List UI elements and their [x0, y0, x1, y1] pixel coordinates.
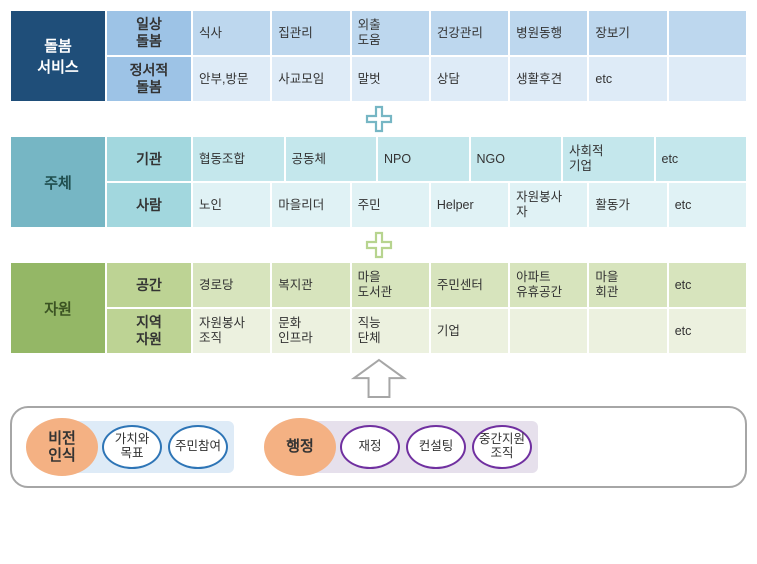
block3-sub-1: 지역 자원	[106, 308, 192, 354]
block-care-services: 돌봄 서비스 일상 돌봄 식사집관리외출 도움건강관리병원동행장보기 정서적 돌…	[10, 10, 747, 102]
table-cell: etc	[668, 308, 747, 354]
table-cell: 안부,방문	[192, 56, 271, 102]
block1-cells-0: 식사집관리외출 도움건강관리병원동행장보기	[192, 10, 747, 56]
block2-row-1: 사람 노인마을리더주민Helper자원봉사 자활동가etc	[106, 182, 747, 228]
table-cell: etc	[668, 262, 747, 308]
block3-row-0: 공간 경로당복지관마을 도서관주민센터아파트 유휴공간마을 회관etc	[106, 262, 747, 308]
up-arrow-icon	[350, 358, 408, 400]
table-cell: etc	[588, 56, 667, 102]
plus-icon	[365, 105, 393, 133]
table-cell: etc	[668, 182, 747, 228]
table-cell: 아파트 유휴공간	[509, 262, 588, 308]
block2-row-0: 기관 협동조합공동체NPONGO사회적 기업etc	[106, 136, 747, 182]
table-cell: 자원봉사 자	[509, 182, 588, 228]
admin-oval: 행정	[264, 418, 336, 476]
block2-rows: 기관 협동조합공동체NPONGO사회적 기업etc 사람 노인마을리더주민Hel…	[106, 136, 747, 228]
block2-cells-1: 노인마을리더주민Helper자원봉사 자활동가etc	[192, 182, 747, 228]
block1-row-0: 일상 돌봄 식사집관리외출 도움건강관리병원동행장보기	[106, 10, 747, 56]
table-cell: 집관리	[271, 10, 350, 56]
table-cell: 노인	[192, 182, 271, 228]
table-cell: 사교모임	[271, 56, 350, 102]
block2-sub-0: 기관	[106, 136, 192, 182]
small-oval: 주민참여	[168, 425, 228, 469]
table-cell: 문화 인프라	[271, 308, 350, 354]
block3-cells-1: 자원봉사 조직문화 인프라직능 단체기업 etc	[192, 308, 747, 354]
table-cell: 사회적 기업	[562, 136, 655, 182]
table-cell: 마을리더	[271, 182, 350, 228]
table-cell: 공동체	[285, 136, 378, 182]
table-cell: 자원봉사 조직	[192, 308, 271, 354]
table-cell: 복지관	[271, 262, 350, 308]
small-oval: 가치와 목표	[102, 425, 162, 469]
table-cell: 외출 도움	[351, 10, 430, 56]
small-oval: 재정	[340, 425, 400, 469]
block2-sub-1: 사람	[106, 182, 192, 228]
block-resources: 자원 공간 경로당복지관마을 도서관주민센터아파트 유휴공간마을 회관etc 지…	[10, 262, 747, 354]
table-cell: 병원동행	[509, 10, 588, 56]
plus-icon	[365, 231, 393, 259]
table-cell: 기업	[430, 308, 509, 354]
block3-cells-0: 경로당복지관마을 도서관주민센터아파트 유휴공간마을 회관etc	[192, 262, 747, 308]
up-arrow-connector	[10, 358, 747, 400]
table-cell: 주민센터	[430, 262, 509, 308]
table-cell: 말벗	[351, 56, 430, 102]
table-cell: 건강관리	[430, 10, 509, 56]
section-admin: 행정 재정컨설팅중간지원 조직	[264, 418, 538, 476]
table-cell: 마을 도서관	[351, 262, 430, 308]
small-oval: 중간지원 조직	[472, 425, 532, 469]
table-cell: 상담	[430, 56, 509, 102]
block1-sub-0: 일상 돌봄	[106, 10, 192, 56]
block2-header: 주체	[10, 136, 106, 228]
block1-row-1: 정서적 돌봄 안부,방문사교모임말벗상담생활후견etc	[106, 56, 747, 102]
block3-header: 자원	[10, 262, 106, 354]
block3-sub-0: 공간	[106, 262, 192, 308]
table-cell: 장보기	[588, 10, 667, 56]
block1-rows: 일상 돌봄 식사집관리외출 도움건강관리병원동행장보기 정서적 돌봄 안부,방문…	[106, 10, 747, 102]
foundation-box: 비전 인식 가치와 목표주민참여 행정 재정컨설팅중간지원 조직	[10, 406, 747, 488]
block2-cells-0: 협동조합공동체NPONGO사회적 기업etc	[192, 136, 747, 182]
vision-oval: 비전 인식	[26, 418, 98, 476]
plus-connector-2	[10, 231, 747, 259]
section-vision: 비전 인식 가치와 목표주민참여	[26, 418, 234, 476]
table-cell: 협동조합	[192, 136, 285, 182]
table-cell: 직능 단체	[351, 308, 430, 354]
plus-connector-1	[10, 105, 747, 133]
table-cell: 식사	[192, 10, 271, 56]
block3-rows: 공간 경로당복지관마을 도서관주민센터아파트 유휴공간마을 회관etc 지역 자…	[106, 262, 747, 354]
block-actors: 주체 기관 협동조합공동체NPONGO사회적 기업etc 사람 노인마을리더주민…	[10, 136, 747, 228]
block1-header: 돌봄 서비스	[10, 10, 106, 102]
block1-cells-1: 안부,방문사교모임말벗상담생활후견etc	[192, 56, 747, 102]
table-cell: 주민	[351, 182, 430, 228]
table-cell: Helper	[430, 182, 509, 228]
table-cell: NPO	[377, 136, 470, 182]
table-cell	[588, 308, 667, 354]
table-cell: NGO	[470, 136, 563, 182]
table-cell: 생활후견	[509, 56, 588, 102]
table-cell: 경로당	[192, 262, 271, 308]
block3-row-1: 지역 자원 자원봉사 조직문화 인프라직능 단체기업 etc	[106, 308, 747, 354]
small-oval: 컨설팅	[406, 425, 466, 469]
table-cell	[509, 308, 588, 354]
table-cell	[668, 10, 747, 56]
table-cell: etc	[655, 136, 748, 182]
block1-sub-1: 정서적 돌봄	[106, 56, 192, 102]
table-cell: 활동가	[588, 182, 667, 228]
table-cell: 마을 회관	[588, 262, 667, 308]
table-cell	[668, 56, 747, 102]
